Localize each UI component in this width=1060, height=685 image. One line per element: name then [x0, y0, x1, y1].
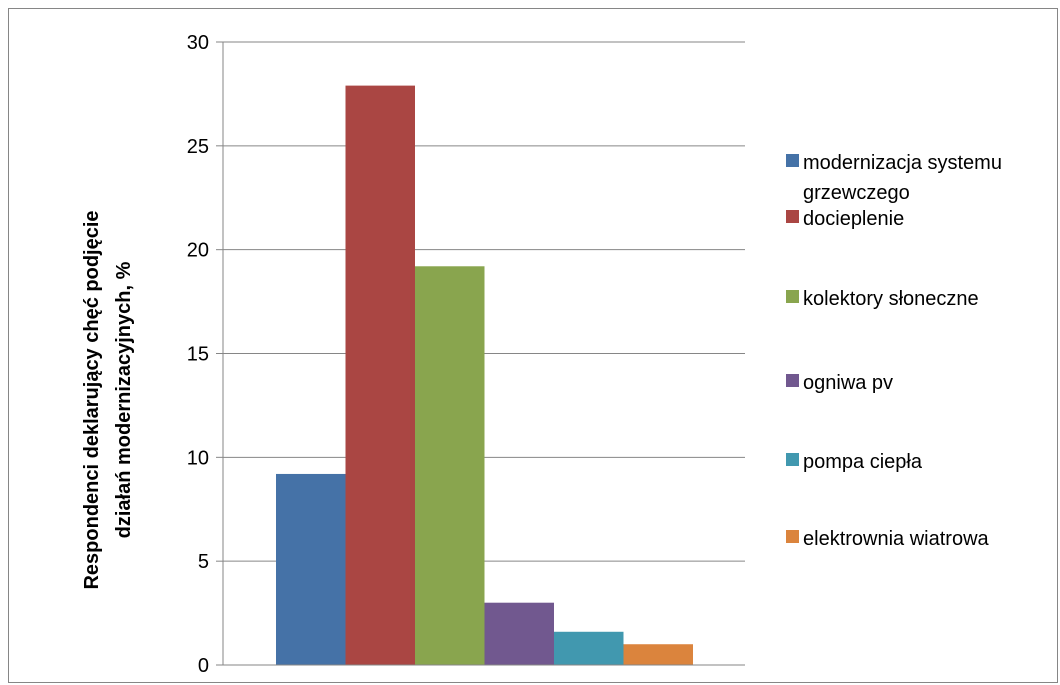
y-tick-label: 30: [187, 32, 209, 54]
bar: [415, 266, 485, 665]
legend-swatch: [786, 154, 799, 167]
axes: [222, 42, 745, 666]
legend-label: elektrownia wiatrowa: [803, 528, 990, 550]
legend-swatch: [786, 530, 799, 543]
bar: [276, 473, 346, 665]
y-tick-label: 20: [187, 240, 209, 262]
legend: modernizacja systemu grzewczego dociepleni…: [786, 152, 1002, 550]
bar: [484, 602, 554, 665]
y-axis-label-line: Respondenci deklarujący chęć podjęcie: [81, 210, 103, 589]
legend-label: grzewczego: [803, 182, 910, 204]
chart-frame: [8, 8, 1058, 683]
legend-label: modernizacja systemu: [803, 152, 1002, 174]
y-axis-label-line: działań modernizacyjnych, %: [113, 261, 135, 538]
y-axis-ticks: 0 5 10 15 20 25 30: [187, 32, 223, 677]
bar: [345, 85, 415, 666]
y-axis-label: Respondenci deklarujący chęć podjęcie dzi…: [81, 210, 135, 589]
bar: [554, 631, 624, 665]
legend-swatch: [786, 290, 799, 303]
bars: [276, 85, 693, 666]
legend-swatch: [786, 210, 799, 223]
y-tick-label: 0: [198, 655, 209, 677]
legend-label: pompa ciepła: [803, 451, 923, 473]
y-tick-label: 5: [198, 551, 209, 573]
legend-label: kolektory słoneczne: [803, 288, 979, 310]
legend-label: ogniwa pv: [803, 372, 893, 394]
legend-swatch: [786, 374, 799, 387]
legend-label: docieplenie: [803, 208, 904, 230]
y-tick-label: 10: [187, 447, 209, 469]
bar: [623, 644, 693, 665]
y-tick-label: 25: [187, 136, 209, 158]
legend-swatch: [786, 453, 799, 466]
y-tick-label: 15: [187, 344, 209, 366]
